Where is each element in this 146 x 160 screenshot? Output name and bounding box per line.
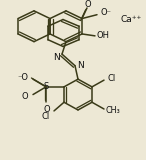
Text: O: O	[21, 92, 28, 101]
Text: N: N	[54, 52, 60, 62]
Text: Cl: Cl	[108, 74, 116, 83]
Text: N: N	[78, 61, 84, 70]
Text: S: S	[43, 82, 49, 91]
Text: Cl: Cl	[42, 112, 50, 121]
Text: OH: OH	[97, 31, 110, 40]
Text: O⁻: O⁻	[100, 8, 112, 17]
Text: ⁻O: ⁻O	[17, 73, 28, 82]
Text: CH₃: CH₃	[106, 106, 120, 115]
Text: Ca⁺⁺: Ca⁺⁺	[120, 15, 142, 24]
Text: O: O	[85, 0, 91, 9]
Text: O: O	[44, 104, 50, 113]
